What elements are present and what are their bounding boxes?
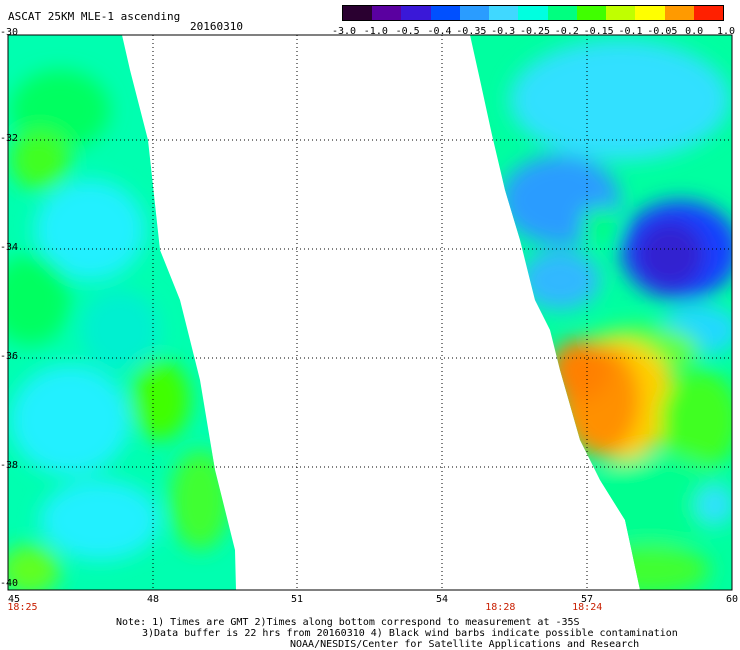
colorbar-swatch (606, 6, 636, 20)
left-swath (8, 35, 236, 590)
lat-label: -32 (0, 133, 19, 144)
colorbar-tick-label: -0.3 (491, 26, 516, 37)
colorbar-tick-label: -1.0 (363, 26, 388, 37)
colorbar-swatch (547, 6, 577, 20)
lon-label: 48 (146, 594, 160, 605)
footer-credit: NOAA/NESDIS/Center for Satellite Applica… (290, 639, 640, 650)
footer-note-2: 3)Data buffer is 22 hrs from 20160310 4)… (142, 628, 678, 639)
colorbar (342, 5, 724, 21)
lon-label: 57 (580, 594, 594, 605)
lat-label: -34 (0, 242, 19, 253)
map-grid (8, 35, 732, 590)
colorbar-swatch (489, 6, 519, 20)
lat-label: -40 (0, 578, 19, 589)
colorbar-tick-label: 1.0 (716, 26, 736, 37)
colorbar-swatch (372, 6, 402, 20)
colorbar-tick-label: -0.15 (583, 26, 614, 37)
colorbar-swatch (693, 6, 724, 20)
colorbar-swatch (518, 6, 548, 20)
lon-label: 60 (725, 594, 739, 605)
colorbar-swatch (664, 6, 694, 20)
colorbar-tick-label: -0.35 (456, 26, 487, 37)
colorbar-tick-label: -3.0 (331, 26, 357, 37)
footer-note-1: Note: 1) Times are GMT 2)Times along bot… (116, 617, 580, 628)
lon-label: 54 (435, 594, 449, 605)
lon-label: 51 (290, 594, 304, 605)
colorbar-tick-label: -0.5 (395, 26, 420, 37)
colorbar-labels: -3.0 -1.0 -0.5 -0.4 -0.35 -0.3 -0.25 -0.2 -0.15-… (330, 26, 740, 38)
right-swath (470, 35, 732, 590)
colorbar-swatch (430, 6, 460, 20)
colorbar-tick-label: -0.1 (618, 26, 643, 37)
colorbar-tick-label: -0.05 (647, 26, 678, 37)
lon-label: 45 (8, 594, 21, 605)
colorbar-swatch (459, 6, 490, 20)
colorbar-tick-label: -0.25 (519, 26, 551, 37)
lat-label: -38 (0, 460, 19, 471)
colorbar-swatch (343, 6, 373, 20)
colorbar-tick-label: 0.0 (685, 26, 704, 37)
lat-label: -30 (0, 27, 19, 38)
colorbar-tick-label: -0.2 (554, 26, 579, 37)
map-date: 20160310 (190, 20, 243, 33)
colorbar-swatch (576, 6, 607, 20)
lat-label: -36 (0, 351, 19, 362)
map-title: ASCAT 25KM MLE-1 ascending (8, 10, 181, 23)
swath-time-label: 18:25 (7, 602, 38, 613)
swath-time-label: 18:24 (572, 602, 603, 613)
colorbar-swatch (635, 6, 665, 20)
colorbar-swatch (401, 6, 431, 20)
colorbar-tick-label: -0.4 (427, 26, 452, 37)
swath-time-label: 18:28 (485, 602, 516, 613)
